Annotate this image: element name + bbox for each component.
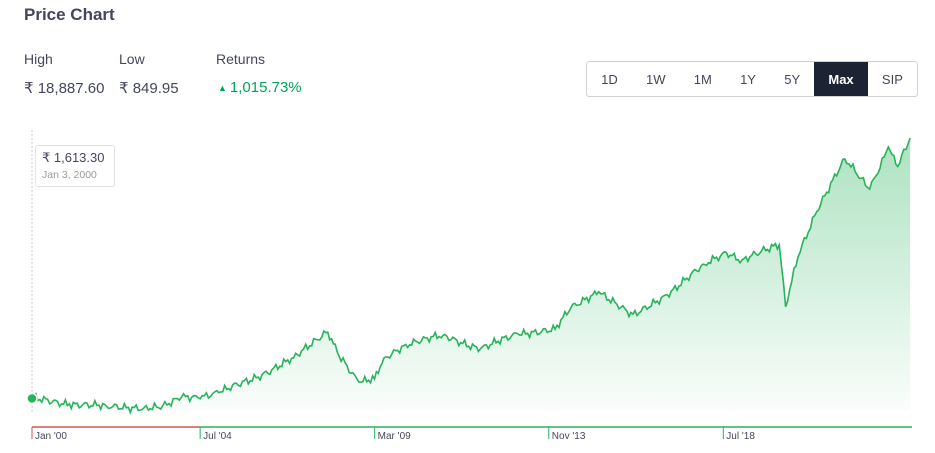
range-sip-button[interactable]: SIP (881, 71, 903, 87)
price-tooltip: ₹ 1,613.30 Jan 3, 2000 (35, 145, 115, 187)
returns-value: 1,015.73% (229, 79, 302, 96)
x-tick-label: Jul '04 (203, 431, 232, 442)
low-label: Low (119, 51, 145, 67)
low-value: ₹ 849.95 (119, 80, 179, 97)
range-1y-button[interactable]: 1Y (740, 71, 756, 87)
price-chart[interactable]: Jan '00 Jul '04 Mar '09 Nov '13 Jul '18 (0, 120, 935, 453)
price-line (31, 137, 911, 415)
page-title: Price Chart (24, 5, 115, 24)
range-1d-button[interactable]: 1D (601, 71, 618, 87)
high-label: High (24, 51, 53, 67)
range-max-button[interactable]: Max (814, 62, 868, 96)
price-area (32, 138, 911, 413)
x-tick-label: Nov '13 (552, 431, 586, 442)
range-5y-button[interactable]: 5Y (784, 71, 801, 87)
x-tick-label: Jan '00 (35, 431, 67, 442)
range-selector: 1D 1W 1M 1Y 5Y Max SIP (586, 61, 918, 97)
returns-value-wrap: ▲ 1,015.73% (218, 79, 302, 96)
up-triangle-icon: ▲ (218, 83, 227, 93)
x-tick-label: Mar '09 (378, 431, 411, 442)
x-axis: Jan '00 Jul '04 Mar '09 Nov '13 Jul '18 (31, 426, 912, 442)
tooltip-value: ₹ 1,613.30 (42, 150, 105, 165)
range-1m-button[interactable]: 1M (693, 71, 712, 87)
returns-label: Returns (216, 51, 266, 67)
tooltip-date: Jan 3, 2000 (42, 169, 97, 181)
hover-point (26, 392, 38, 405)
range-1w-button[interactable]: 1W (646, 71, 666, 87)
x-tick-label: Jul '18 (726, 431, 755, 442)
high-value: ₹ 18,887.60 (24, 80, 105, 97)
